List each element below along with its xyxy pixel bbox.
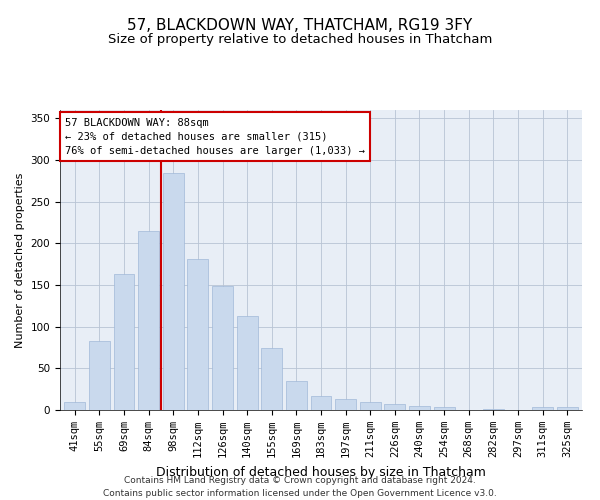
Bar — [89, 341, 110, 410]
Bar — [532, 406, 553, 410]
Bar — [311, 396, 331, 410]
Bar — [261, 348, 282, 410]
Bar — [286, 381, 307, 410]
Text: Contains HM Land Registry data © Crown copyright and database right 2024.
Contai: Contains HM Land Registry data © Crown c… — [103, 476, 497, 498]
Bar — [360, 402, 381, 410]
Bar — [163, 172, 184, 410]
Text: Size of property relative to detached houses in Thatcham: Size of property relative to detached ho… — [108, 32, 492, 46]
Text: 57 BLACKDOWN WAY: 88sqm
← 23% of detached houses are smaller (315)
76% of semi-d: 57 BLACKDOWN WAY: 88sqm ← 23% of detache… — [65, 118, 365, 156]
Bar — [236, 316, 257, 410]
Bar — [557, 406, 578, 410]
Y-axis label: Number of detached properties: Number of detached properties — [15, 172, 25, 348]
Bar — [138, 231, 159, 410]
X-axis label: Distribution of detached houses by size in Thatcham: Distribution of detached houses by size … — [156, 466, 486, 478]
Bar — [483, 409, 504, 410]
Bar — [187, 259, 208, 410]
Bar — [212, 286, 233, 410]
Bar — [385, 404, 406, 410]
Bar — [434, 406, 455, 410]
Bar — [409, 406, 430, 410]
Bar — [335, 399, 356, 410]
Text: 57, BLACKDOWN WAY, THATCHAM, RG19 3FY: 57, BLACKDOWN WAY, THATCHAM, RG19 3FY — [127, 18, 473, 32]
Bar — [64, 402, 85, 410]
Bar — [113, 274, 134, 410]
